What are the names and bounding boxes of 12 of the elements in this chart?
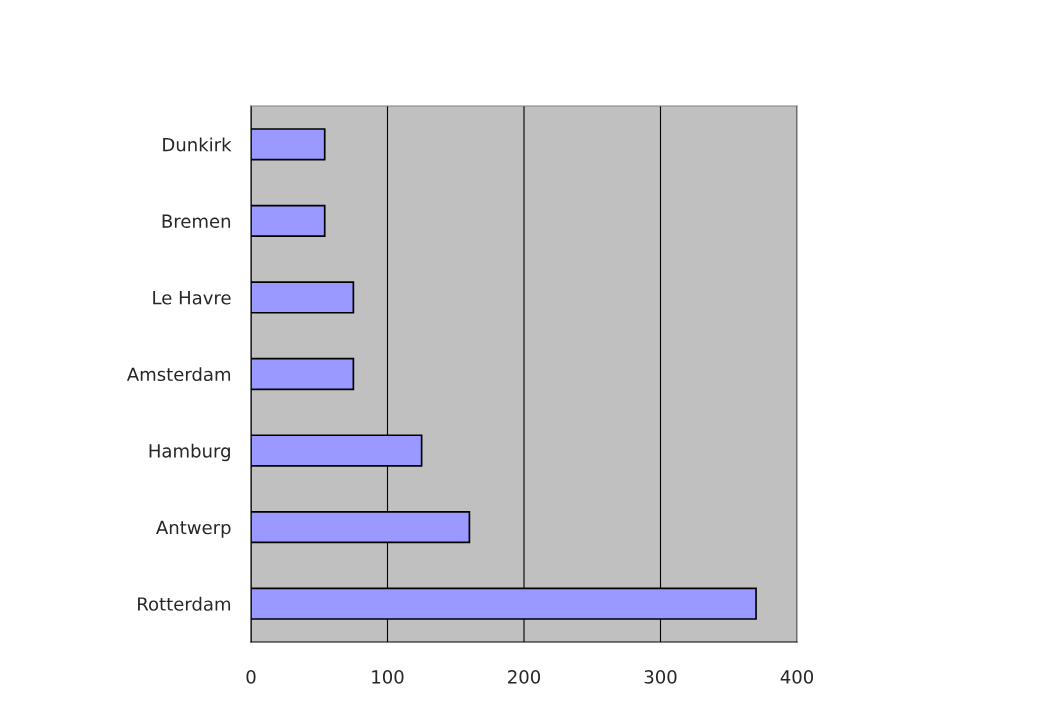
y-tick-label: Hamburg [149,443,230,462]
y-tick-label: Dunkirk [163,137,232,152]
x-tick-label: 400 [780,670,814,684]
y-tick-label: Antwerp [156,520,231,538]
x-tick-label: 300 [644,670,677,684]
y-tick-label: Rotterdam [138,596,231,611]
y-tick-label: Bremen [162,214,231,228]
y-tick-label: Le Havre [153,291,231,305]
x-tick-label: 0 [246,670,256,684]
y-tick-label: Amsterdam [126,367,231,382]
x-tick-label: 200 [508,670,541,684]
x-tick-label: 100 [372,670,404,684]
